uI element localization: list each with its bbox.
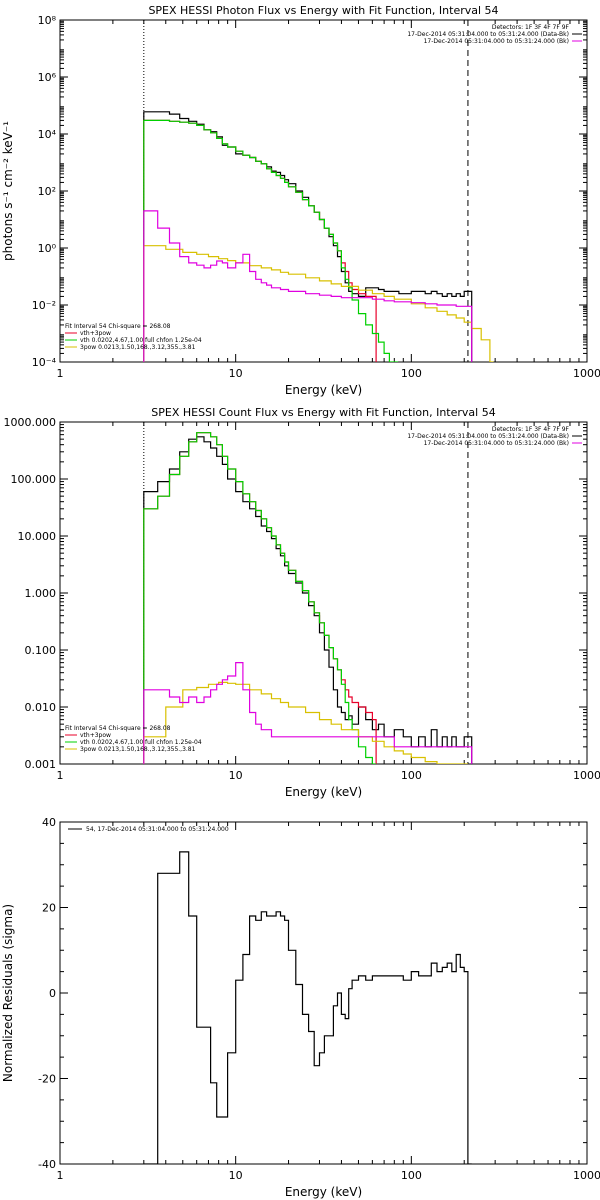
- y-tick-label: 100.000: [11, 473, 57, 486]
- series-line-4: [143, 210, 473, 362]
- y-tick-label: 10⁻²: [32, 299, 56, 312]
- x-tick-label: 1: [57, 367, 64, 380]
- legend-top-entry: 17-Dec-2014 05:31:04.000 to 05:31:24.000…: [424, 38, 569, 45]
- y-tick-label: 10.000: [18, 530, 57, 543]
- y-axis-label: photons s⁻¹ cm⁻² keV⁻¹: [1, 121, 15, 261]
- legend-bottom-entry: vth 0.0202,4.67,1.00 full chfon 1.25e-04: [80, 739, 202, 746]
- y-tick-label: 10²: [38, 185, 56, 198]
- y-tick-label: 10⁻⁴: [32, 356, 57, 369]
- chart-title: SPEX HESSI Photon Flux vs Energy with Fi…: [148, 4, 498, 17]
- plot-frame: [59, 19, 588, 363]
- series-line-1: [143, 119, 377, 362]
- series-line-1: [143, 432, 377, 764]
- series-line-4: [143, 662, 473, 764]
- y-tick-label: 0.010: [25, 701, 57, 714]
- x-tick-label: 100: [401, 1169, 422, 1182]
- y-tick-label: 0.100: [25, 644, 57, 657]
- y-tick-label: 10⁰: [38, 242, 57, 255]
- y-axis-label: Normalized Residuals (sigma): [1, 904, 15, 1082]
- series-line-0: [143, 851, 472, 1164]
- series-line-2: [143, 119, 398, 362]
- legend-top-entry: Detectors: 1F 3F 4F 7F 9F: [492, 24, 570, 31]
- x-tick-label: 10: [229, 367, 243, 380]
- y-tick-label: 10⁶: [38, 71, 57, 84]
- y-tick-label: 40: [42, 816, 56, 829]
- y-tick-label: 0.001: [25, 758, 57, 771]
- x-tick-label: 1000: [573, 367, 600, 380]
- y-tick-label: 1.000: [25, 587, 57, 600]
- x-axis-label: Energy (keV): [285, 383, 362, 397]
- legend-top-entry: 17-Dec-2014 05:31:04.000 to 05:31:24.000…: [407, 433, 569, 440]
- legend-top-entry: 17-Dec-2014 05:31:04.000 to 05:31:24.000…: [407, 31, 569, 38]
- legend-bottom-entry: Fit Interval 54 Chi-square = 268.08: [65, 323, 171, 330]
- series-line-0: [143, 111, 473, 362]
- y-tick-label: -40: [38, 1158, 56, 1171]
- legend-bottom-entry: Fit Interval 54 Chi-square = 268.08: [65, 725, 171, 732]
- y-tick-label: 10⁴: [38, 128, 57, 141]
- x-axis-label: Energy (keV): [285, 1185, 362, 1199]
- legend-top-entry: 17-Dec-2014 05:31:04.000 to 05:31:24.000…: [424, 440, 569, 447]
- panel-2: SPEX HESSI Count Flux vs Energy with Fit…: [4, 406, 600, 799]
- legend-bottom-entry: vth 0.0202,4.67,1.00 full chfon 1.25e-04: [80, 337, 202, 344]
- x-tick-label: 1000: [573, 1169, 600, 1182]
- x-tick-label: 100: [401, 367, 422, 380]
- series-line-3: [143, 681, 468, 764]
- y-tick-label: 0: [49, 987, 56, 1000]
- y-tick-label: 10⁸: [38, 14, 57, 27]
- y-tick-label: -20: [38, 1073, 56, 1086]
- x-tick-label: 1: [57, 769, 64, 782]
- series-line-0: [143, 436, 473, 764]
- chart-title: SPEX HESSI Count Flux vs Energy with Fit…: [151, 406, 495, 419]
- x-tick-label: 1000: [573, 769, 600, 782]
- plot-frame: [59, 421, 588, 765]
- legend-bottom-entry: 3pow 0.0213,1.50,168.,3.12,355.,3.81: [80, 344, 196, 351]
- x-tick-label: 10: [229, 769, 243, 782]
- plot-frame: [59, 821, 588, 1165]
- series-line-2: [143, 432, 377, 764]
- x-tick-label: 100: [401, 769, 422, 782]
- legend-top-entry: 54, 17-Dec-2014 05:31:04.000 to 05:31:24…: [86, 826, 229, 833]
- y-tick-label: 1000.000: [4, 416, 57, 429]
- y-tick-label: 20: [42, 902, 56, 915]
- legend-bottom-entry: 3pow 0.0213,1.50,168.,3.12,355.,3.81: [80, 746, 196, 753]
- legend-bottom-entry: vth+3pow: [80, 330, 111, 337]
- panel-1: SPEX HESSI Photon Flux vs Energy with Fi…: [1, 4, 600, 397]
- x-axis-label: Energy (keV): [285, 785, 362, 799]
- legend-bottom-entry: vth+3pow: [80, 732, 111, 739]
- x-tick-label: 10: [229, 1169, 243, 1182]
- panel-3: 1 10 100 1000 -40 -20 0 20 40 Energy (keV) Normali…: [1, 816, 600, 1199]
- legend-top-entry: Detectors: 1F 3F 4F 7F 9F: [492, 426, 570, 433]
- x-tick-label: 1: [57, 1169, 64, 1182]
- series-line-3: [143, 245, 494, 362]
